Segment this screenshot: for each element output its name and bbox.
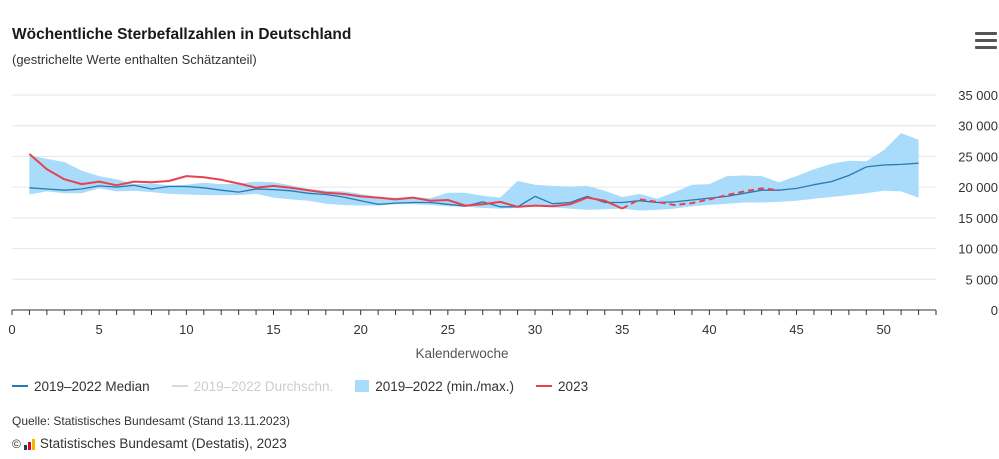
legend-item-2023[interactable]: 2023	[536, 379, 588, 394]
x-tick-label: 0	[8, 322, 15, 337]
chart-legend: 2019–2022 Median 2019–2022 Durchschn. 20…	[12, 376, 610, 396]
y-tick-label: 30 000	[958, 119, 998, 134]
legend-label: 2019–2022 Median	[34, 378, 150, 394]
line-2023-estimated	[621, 187, 780, 210]
legend-line-swatch	[171, 385, 188, 387]
chart-subtitle: (gestrichelte Werte enthalten Schätzante…	[12, 52, 257, 67]
legend-item-median[interactable]: 2019–2022 Median	[12, 379, 150, 394]
legend-item-average[interactable]: 2019–2022 Durchschn.	[171, 378, 334, 394]
chart-title: Wöchentliche Sterbefallzahlen in Deutsch…	[12, 26, 352, 43]
x-tick-label: 50	[876, 322, 890, 337]
y-tick-label: 35 000	[958, 88, 998, 103]
x-axis-label: Kalenderwoche	[415, 346, 508, 361]
y-tick-label: 15 000	[958, 211, 998, 226]
line-2023	[28, 153, 623, 210]
x-tick-label: 20	[353, 322, 367, 337]
x-tick-label: 35	[615, 322, 629, 337]
x-tick-label: 25	[441, 322, 455, 337]
copyright-line: © Statistisches Bundesamt (Destatis), 20…	[12, 436, 287, 451]
legend-item-range[interactable]: 2019–2022 (min./max.)	[355, 379, 514, 394]
hamburger-menu-icon[interactable]	[975, 32, 997, 50]
y-tick-label: 20 000	[958, 180, 998, 195]
y-tick-label: 10 000	[958, 242, 998, 257]
x-tick-label: 30	[528, 322, 542, 337]
x-tick-label: 40	[702, 322, 716, 337]
x-tick-label: 5	[96, 322, 103, 337]
legend-line-swatch	[12, 385, 28, 387]
source-note: Quelle: Statistisches Bundesamt (Stand 1…	[12, 414, 290, 428]
copyright-symbol: ©	[12, 436, 21, 451]
y-tick-label: 5 000	[965, 272, 998, 287]
legend-label: 2019–2022 Durchschn.	[193, 378, 334, 394]
y-tick-label: 25 000	[958, 149, 998, 164]
x-tick-label: 10	[179, 322, 193, 337]
legend-label: 2023	[558, 378, 589, 394]
destatis-logo-icon	[23, 438, 36, 450]
legend-line-swatch	[536, 385, 553, 387]
y-tick-label: 0	[991, 303, 998, 318]
legend-area-swatch	[355, 380, 370, 392]
x-tick-label: 15	[266, 322, 280, 337]
chart-area: 0 5 000 10 000 15 000 20 000 25 000 30 000 35 0…	[8, 88, 998, 361]
copyright-text: Statistisches Bundesamt (Destatis), 2023	[39, 436, 287, 451]
range-band	[29, 133, 919, 211]
legend-label: 2019–2022 (min./max.)	[375, 378, 515, 394]
x-tick-label: 45	[789, 322, 803, 337]
